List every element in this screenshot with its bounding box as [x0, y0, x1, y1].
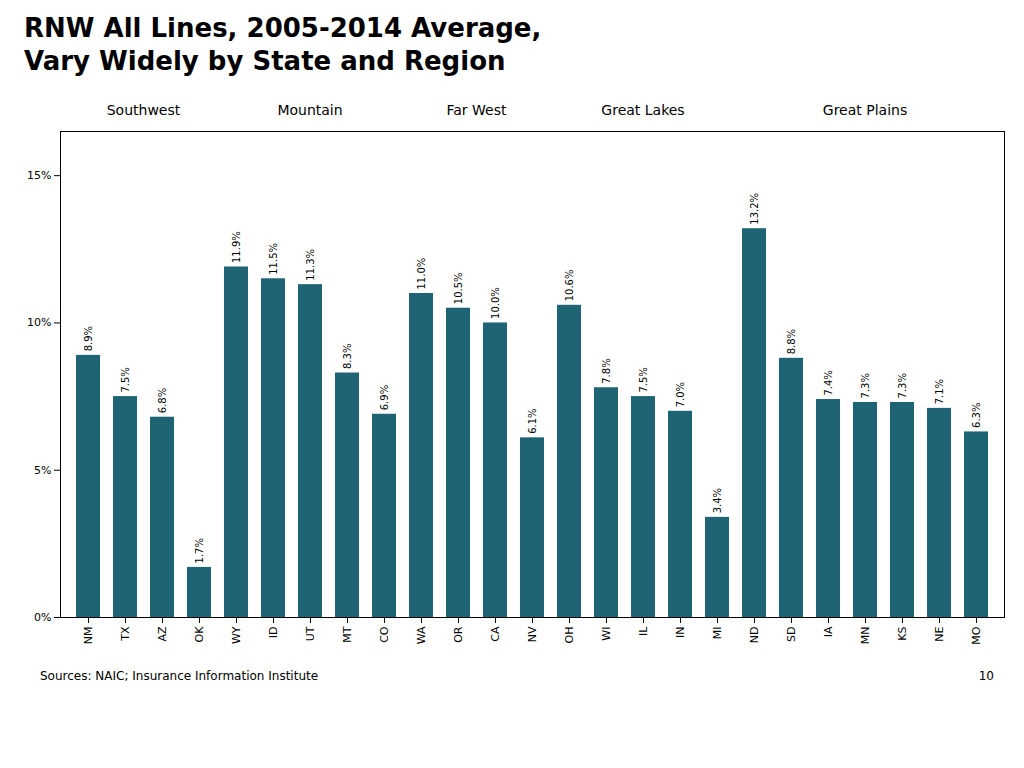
svg-text:UT: UT: [304, 626, 317, 641]
svg-text:WY: WY: [230, 626, 243, 644]
svg-text:MN: MN: [859, 627, 872, 645]
svg-text:11.3%: 11.3%: [305, 249, 316, 281]
svg-text:Southwest: Southwest: [107, 102, 181, 118]
svg-text:IN: IN: [674, 627, 687, 638]
svg-text:NM: NM: [82, 627, 95, 645]
svg-text:8.3%: 8.3%: [342, 344, 353, 369]
svg-text:Mountain: Mountain: [277, 102, 342, 118]
svg-text:7.4%: 7.4%: [823, 370, 834, 395]
svg-text:7.8%: 7.8%: [601, 358, 612, 383]
svg-text:10.0%: 10.0%: [490, 287, 501, 319]
svg-text:1.7%: 1.7%: [194, 538, 205, 563]
svg-text:IA: IA: [822, 626, 835, 637]
svg-text:6.8%: 6.8%: [157, 388, 168, 413]
svg-text:IL: IL: [637, 626, 650, 636]
svg-text:10.5%: 10.5%: [453, 272, 464, 304]
svg-text:OH: OH: [563, 627, 576, 644]
svg-text:CO: CO: [378, 626, 391, 643]
svg-text:NE: NE: [933, 626, 946, 641]
svg-text:ID: ID: [267, 627, 280, 639]
svg-text:5%: 5%: [34, 464, 51, 477]
svg-text:0%: 0%: [34, 611, 51, 624]
svg-text:Great Plains: Great Plains: [823, 102, 907, 118]
svg-text:3.4%: 3.4%: [712, 488, 723, 513]
svg-text:10%: 10%: [27, 316, 51, 329]
svg-text:7.5%: 7.5%: [638, 367, 649, 392]
svg-text:13.2%: 13.2%: [749, 193, 760, 225]
svg-text:11.5%: 11.5%: [268, 243, 279, 275]
svg-text:Great Lakes: Great Lakes: [601, 102, 684, 118]
svg-text:7.0%: 7.0%: [675, 382, 686, 407]
svg-text:CA: CA: [489, 626, 502, 642]
svg-text:MI: MI: [711, 627, 724, 640]
svg-text:15%: 15%: [27, 169, 51, 182]
html-text:RNW All Lines, 2005-2014 Avera: RNW All Lines, 2005-2014 Average, Vary W…: [24, 13, 542, 76]
svg-text:7.1%: 7.1%: [934, 379, 945, 404]
svg-text:NV: NV: [526, 626, 539, 642]
svg-text:SD: SD: [785, 627, 798, 642]
svg-text:ND: ND: [748, 627, 761, 644]
svg-text:OK: OK: [193, 626, 206, 643]
svg-text:MT: MT: [341, 626, 354, 642]
svg-text:7.3%: 7.3%: [897, 373, 908, 398]
svg-text:WI: WI: [600, 627, 613, 641]
svg-text:OR: OR: [452, 626, 465, 643]
svg-text:TX: TX: [119, 626, 132, 642]
svg-text:7.3%: 7.3%: [860, 373, 871, 398]
svg-text:WA: WA: [415, 626, 428, 644]
svg-text:Far West: Far West: [447, 102, 507, 118]
svg-text:7.5%: 7.5%: [120, 367, 131, 392]
html-text:Sources: NAIC; Insurance Infor: Sources: NAIC; Insurance Information Ins…: [40, 669, 319, 683]
svg-text:6.9%: 6.9%: [379, 385, 390, 410]
svg-text:6.3%: 6.3%: [971, 403, 982, 428]
svg-text:AZ: AZ: [156, 626, 169, 642]
svg-text:8.8%: 8.8%: [786, 329, 797, 354]
svg-text:11.0%: 11.0%: [416, 258, 427, 290]
svg-text:10.6%: 10.6%: [564, 270, 575, 302]
svg-text:6.1%: 6.1%: [527, 408, 538, 433]
svg-text:8.9%: 8.9%: [83, 326, 94, 351]
html-text:10: 10: [978, 669, 994, 683]
svg-text:KS: KS: [896, 626, 909, 640]
svg-text:MO: MO: [970, 626, 983, 644]
svg-text:11.9%: 11.9%: [231, 231, 242, 263]
